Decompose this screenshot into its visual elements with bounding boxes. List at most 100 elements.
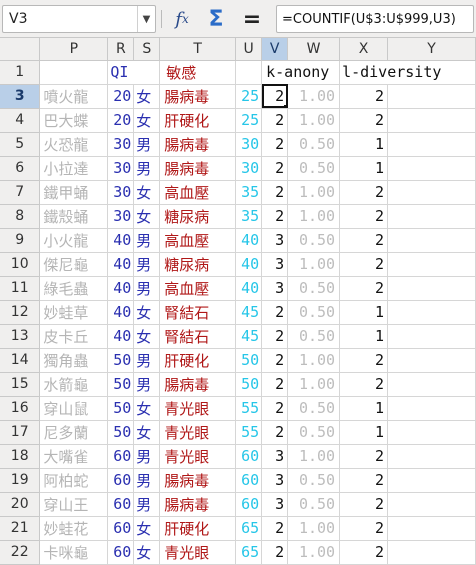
cell-u[interactable]: 25 — [235, 108, 263, 133]
cell-u[interactable]: 65 — [235, 540, 263, 565]
column-header-v[interactable]: V — [261, 38, 289, 61]
cell-u[interactable]: 60 — [235, 444, 263, 469]
cell-w[interactable]: 1.00 — [287, 108, 341, 133]
cell-u[interactable]: 50 — [235, 372, 263, 397]
cell-x[interactable]: 2 — [339, 108, 389, 133]
cell-r[interactable]: 50 — [107, 372, 135, 397]
cell-x[interactable]: 1 — [339, 156, 389, 181]
cell-w[interactable]: 0.50 — [287, 492, 341, 517]
cell-p[interactable]: 巴大蝶 — [39, 108, 109, 133]
cell-s[interactable]: 女 — [133, 204, 161, 229]
cell-v[interactable]: 2 — [261, 156, 289, 181]
cell-s[interactable]: 女 — [133, 396, 161, 421]
cell-x[interactable]: 2 — [339, 444, 389, 469]
row-header[interactable]: 14 — [0, 348, 41, 373]
cell-t[interactable]: 青光眼 — [159, 420, 237, 445]
cell-x[interactable]: 2 — [339, 180, 389, 205]
cell-y[interactable] — [387, 252, 476, 277]
cell-v[interactable]: 3 — [261, 252, 289, 277]
cell-x[interactable]: 2 — [339, 516, 389, 541]
cell-y[interactable] — [387, 156, 476, 181]
cell-w[interactable]: 1.00 — [287, 84, 341, 109]
cell-w[interactable]: 1.00 — [287, 516, 341, 541]
cell-s[interactable]: 男 — [133, 228, 161, 253]
row-header[interactable]: 4 — [0, 108, 41, 133]
row-header[interactable]: 8 — [0, 204, 41, 229]
cell-t[interactable]: 腎結石 — [159, 300, 237, 325]
cell-s[interactable]: 男 — [133, 276, 161, 301]
cell-s[interactable]: 男 — [133, 468, 161, 493]
cell-r[interactable]: 40 — [107, 252, 135, 277]
cell-t[interactable]: 青光眼 — [159, 396, 237, 421]
cell-r[interactable]: 30 — [107, 156, 135, 181]
cell-w[interactable]: 0.50 — [287, 228, 341, 253]
cell-v[interactable]: 3 — [261, 468, 289, 493]
cell-u[interactable]: 30 — [235, 156, 263, 181]
cell-s[interactable]: 女 — [133, 540, 161, 565]
sigma-icon[interactable]: Σ — [208, 6, 224, 32]
cell-r[interactable]: 50 — [107, 420, 135, 445]
row-header[interactable]: 12 — [0, 300, 41, 325]
row-header[interactable]: 20 — [0, 492, 41, 517]
cell-w[interactable]: 1.00 — [287, 180, 341, 205]
cell-s[interactable]: 女 — [133, 516, 161, 541]
cell-p[interactable]: 穿山鼠 — [39, 396, 109, 421]
cell-t[interactable]: 高血壓 — [159, 276, 237, 301]
cell-w[interactable]: 0.50 — [287, 324, 341, 349]
cell-t[interactable]: 腸病毒 — [159, 468, 237, 493]
name-box[interactable]: V3 ▼ — [2, 5, 156, 33]
cell-y[interactable] — [387, 444, 476, 469]
cell-u[interactable]: 40 — [235, 252, 263, 277]
cell-t[interactable]: 肝硬化 — [159, 108, 237, 133]
cell-x[interactable]: 1 — [339, 324, 389, 349]
cell-r[interactable]: 60 — [107, 516, 135, 541]
formula-text[interactable]: =COUNTIF(U$3:U$999,U3) — [282, 12, 456, 27]
cell-s[interactable]: 女 — [133, 300, 161, 325]
column-header-t[interactable]: T — [159, 38, 237, 61]
cell-u[interactable]: 55 — [235, 396, 263, 421]
column-header-r[interactable]: R — [107, 38, 135, 61]
cell-u[interactable]: 45 — [235, 324, 263, 349]
cell-u[interactable]: 25 — [235, 84, 263, 109]
cell-s[interactable]: 女 — [133, 180, 161, 205]
cell-s[interactable]: 男 — [133, 372, 161, 397]
name-box-value[interactable]: V3 — [9, 11, 28, 27]
cell-s[interactable]: 女 — [133, 324, 161, 349]
cell-y[interactable] — [387, 420, 476, 445]
cell-x[interactable]: 2 — [339, 540, 389, 565]
cell-s[interactable]: 男 — [133, 444, 161, 469]
cell-r[interactable]: 20 — [107, 84, 135, 109]
cell-v[interactable]: 2 — [261, 540, 289, 565]
cell-s[interactable]: 女 — [133, 420, 161, 445]
cell-y[interactable] — [387, 204, 476, 229]
cell-t[interactable]: 高血壓 — [159, 180, 237, 205]
cell-y[interactable] — [387, 180, 476, 205]
cell-u[interactable]: 60 — [235, 492, 263, 517]
cell-w[interactable]: 1.00 — [287, 204, 341, 229]
cell-y[interactable] — [387, 84, 476, 109]
cell-x[interactable]: 1 — [339, 420, 389, 445]
cell-v[interactable]: 2 — [261, 516, 289, 541]
cell-v[interactable]: 2 — [261, 84, 289, 109]
qi-header-cell[interactable]: QI — [107, 60, 161, 85]
cell-w[interactable]: 1.00 — [287, 252, 341, 277]
cell-p[interactable]: 妙蛙草 — [39, 300, 109, 325]
cell-u[interactable]: 40 — [235, 276, 263, 301]
cell-u[interactable]: 40 — [235, 228, 263, 253]
cell-u[interactable]: 35 — [235, 204, 263, 229]
cell-x[interactable]: 1 — [339, 396, 389, 421]
column-header-y[interactable]: Y — [387, 38, 476, 61]
cell-u[interactable]: 60 — [235, 468, 263, 493]
cell-r[interactable]: 40 — [107, 300, 135, 325]
cell-p[interactable]: 妙蛙花 — [39, 516, 109, 541]
row-header[interactable]: 21 — [0, 516, 41, 541]
cell-p[interactable]: 獨角蟲 — [39, 348, 109, 373]
column-header-s[interactable]: S — [133, 38, 161, 61]
cell-w[interactable]: 0.50 — [287, 396, 341, 421]
row-header[interactable]: 16 — [0, 396, 41, 421]
column-header-x[interactable]: X — [339, 38, 389, 61]
chevron-down-icon[interactable]: ▼ — [137, 6, 155, 32]
cell-r[interactable]: 60 — [107, 468, 135, 493]
cell-v[interactable]: 3 — [261, 444, 289, 469]
column-header-w[interactable]: W — [287, 38, 341, 61]
